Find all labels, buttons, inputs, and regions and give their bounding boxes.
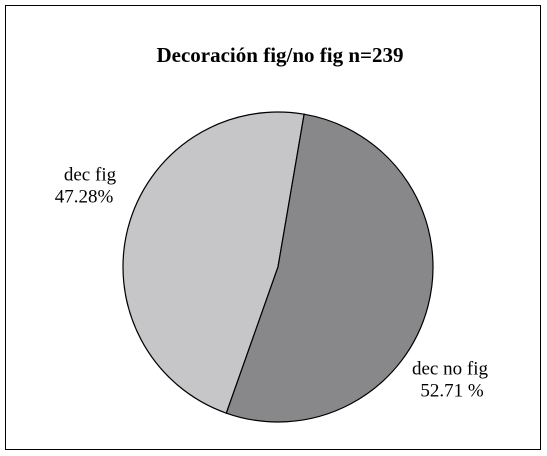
slice-value-label: 52.71 % — [420, 380, 484, 401]
pie-slice — [225, 113, 434, 423]
chart-title: Decoración fig/no fig n=239 — [156, 43, 403, 67]
pie-slice — [122, 111, 305, 414]
slice-label: dec no fig — [412, 358, 488, 379]
slice-label: dec fig — [64, 164, 117, 185]
slice-value-label: 47.28% — [55, 186, 114, 207]
